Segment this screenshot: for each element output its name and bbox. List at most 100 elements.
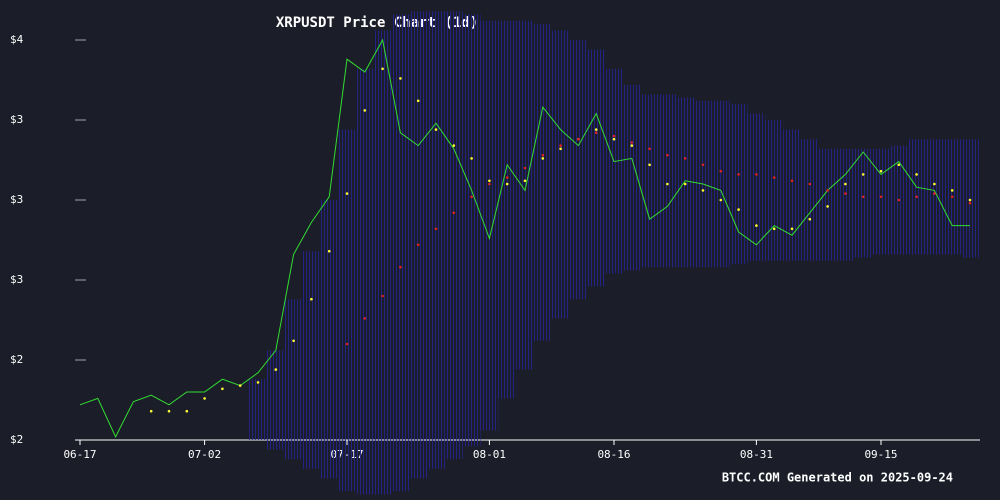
ma-dot bbox=[630, 141, 634, 144]
band-segment bbox=[783, 129, 801, 261]
ma-dot bbox=[470, 157, 473, 160]
ma-dot bbox=[844, 182, 847, 186]
ma-dot bbox=[879, 169, 883, 173]
ma-dot bbox=[363, 317, 367, 320]
ma-dot bbox=[701, 163, 705, 167]
ma-dot bbox=[594, 128, 598, 131]
band-segment bbox=[498, 20, 517, 399]
ma-dot bbox=[683, 157, 687, 160]
ma-dot bbox=[221, 387, 224, 391]
ma-dot bbox=[968, 201, 972, 205]
ma-dot bbox=[790, 179, 794, 183]
x-tick-label: 06-17 bbox=[63, 448, 96, 461]
ma-dot bbox=[648, 163, 651, 167]
ma-dot bbox=[238, 384, 242, 387]
ma-dot bbox=[594, 131, 598, 135]
band-segment bbox=[302, 251, 321, 469]
ma-dot bbox=[719, 198, 723, 202]
ma-dot bbox=[167, 409, 171, 413]
ma-dot bbox=[630, 144, 634, 147]
ma-dot bbox=[666, 182, 669, 186]
ma-dot bbox=[559, 144, 562, 147]
band-segment bbox=[320, 200, 339, 479]
ma-dot bbox=[203, 397, 206, 400]
band-segment bbox=[266, 350, 285, 450]
band-segment bbox=[854, 148, 873, 258]
band-segment bbox=[587, 49, 606, 287]
ma-dot bbox=[310, 297, 313, 301]
y-tick-label: $4 bbox=[10, 33, 24, 46]
ma-dot bbox=[844, 192, 847, 195]
ma-dot bbox=[808, 182, 812, 186]
ma-dot bbox=[470, 195, 473, 199]
band-segment bbox=[338, 129, 356, 492]
y-tick-label: $3 bbox=[10, 193, 23, 206]
footer: BTCC.COM Generated on 2025-09-24 bbox=[722, 471, 953, 485]
ma-dot bbox=[719, 169, 723, 173]
ma-dot bbox=[826, 205, 829, 208]
ma-dot bbox=[897, 163, 901, 167]
ma-dot bbox=[363, 109, 367, 112]
ma-dot bbox=[381, 67, 384, 71]
y-tick-label: $3 bbox=[10, 113, 23, 126]
x-tick-label: 07-02 bbox=[188, 448, 221, 461]
ma-dot bbox=[256, 381, 260, 384]
ma-dot bbox=[149, 409, 153, 413]
ma-dot bbox=[292, 339, 295, 343]
ma-dot bbox=[541, 157, 545, 160]
ma-dot bbox=[772, 227, 776, 231]
band-segment bbox=[284, 299, 303, 460]
ma-dot bbox=[452, 211, 456, 215]
ma-dot bbox=[648, 147, 651, 151]
band-segment bbox=[961, 139, 979, 258]
ma-dot bbox=[612, 134, 616, 138]
ma-dot bbox=[416, 243, 420, 247]
ma-dot bbox=[772, 176, 776, 179]
y-tick-label: $2 bbox=[10, 353, 23, 366]
ma-dot bbox=[523, 179, 527, 183]
ma-dot bbox=[577, 137, 580, 141]
band-segment bbox=[444, 11, 463, 460]
ma-dot bbox=[790, 227, 794, 231]
x-tick-label: 08-01 bbox=[473, 448, 506, 461]
ma-dot bbox=[505, 176, 509, 179]
ma-dot bbox=[612, 137, 616, 141]
band-segment bbox=[427, 11, 445, 469]
ma-dot bbox=[327, 249, 331, 253]
band-segment bbox=[800, 139, 819, 261]
ma-dot bbox=[933, 182, 936, 186]
band-segment bbox=[569, 40, 588, 300]
x-tick-label: 08-16 bbox=[597, 448, 630, 461]
band-segment bbox=[747, 113, 766, 261]
y-tick-label: $2 bbox=[10, 433, 23, 446]
band-segment bbox=[658, 94, 677, 268]
ma-dot bbox=[399, 265, 402, 269]
band-segment bbox=[765, 120, 784, 261]
band-segment bbox=[676, 97, 695, 268]
ma-dot bbox=[488, 179, 491, 183]
ma-dot bbox=[861, 195, 865, 199]
ma-dot bbox=[399, 77, 402, 80]
ma-dot bbox=[755, 224, 758, 227]
ma-dot bbox=[737, 208, 740, 211]
ma-dot bbox=[879, 195, 883, 199]
band-segment bbox=[729, 104, 748, 264]
x-tick-label: 08-31 bbox=[740, 448, 773, 461]
band-segment bbox=[818, 148, 837, 261]
ma-dot bbox=[185, 409, 189, 413]
ma-dot bbox=[808, 217, 812, 221]
ma-dot bbox=[541, 153, 545, 157]
band-segment bbox=[640, 94, 659, 268]
x-tick-label: 09-15 bbox=[864, 448, 897, 461]
ma-dot bbox=[861, 173, 865, 176]
band-segment bbox=[605, 68, 623, 274]
band-segment bbox=[373, 30, 392, 495]
band-segment bbox=[480, 20, 499, 431]
ma-dot bbox=[505, 182, 509, 186]
band-segment bbox=[516, 20, 534, 370]
ma-dot bbox=[950, 189, 954, 192]
ma-dot bbox=[755, 173, 758, 176]
ma-dot bbox=[915, 195, 918, 199]
ma-dot bbox=[897, 198, 901, 202]
